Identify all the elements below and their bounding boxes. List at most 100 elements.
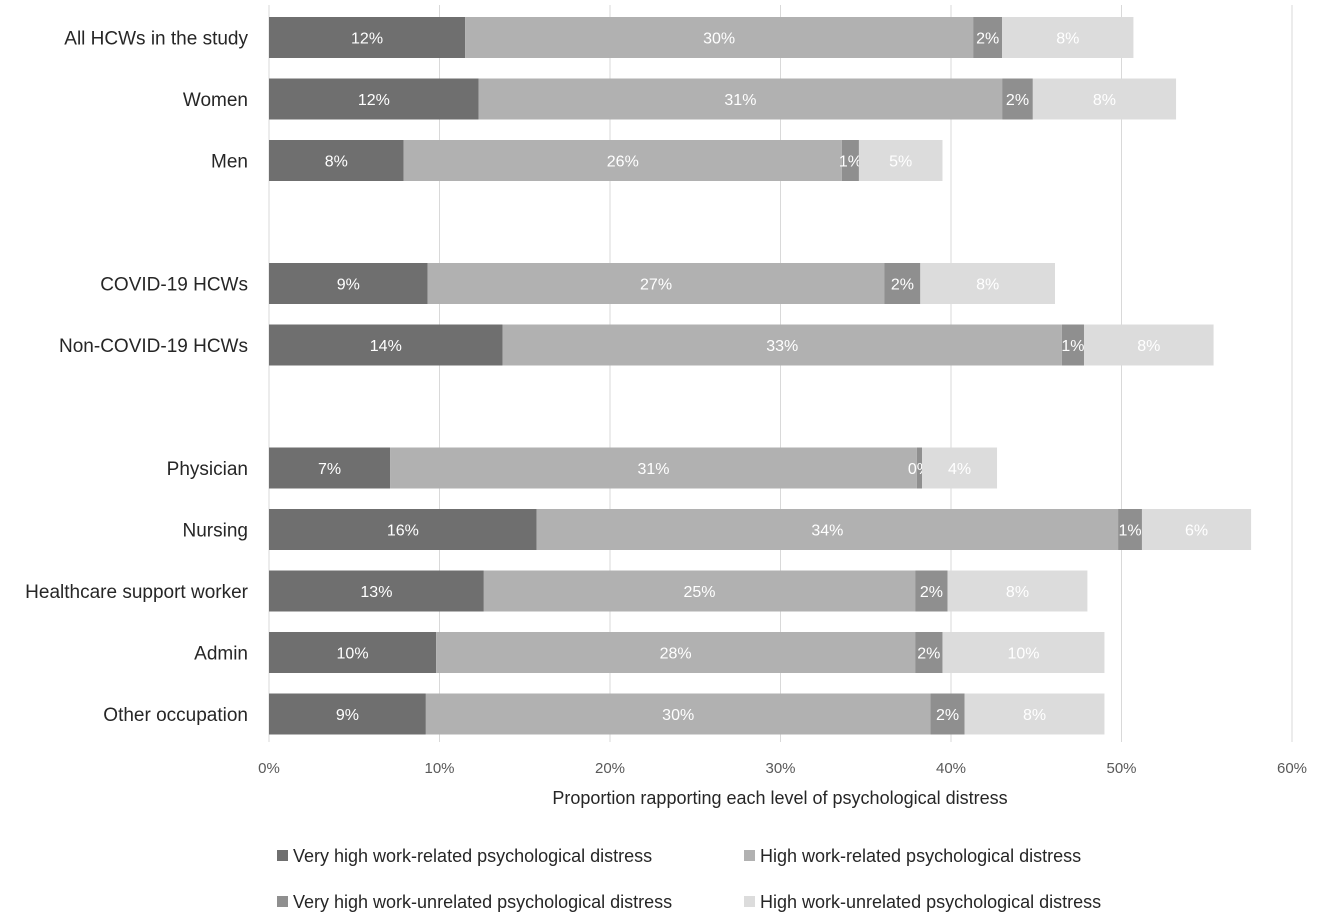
data-label: 33% bbox=[766, 338, 798, 355]
bar-segment-high-work-unrelated-psychological-distress bbox=[922, 447, 998, 489]
data-label: 8% bbox=[1056, 31, 1079, 48]
category-label: Women bbox=[183, 90, 248, 111]
bars: 12% 30% 2% 8% 12% 31% 2% 8% 8% 26% 1% 5% 9% 27% 2% 8% 14… bbox=[269, 17, 1252, 735]
bar-segment-very-high-work-related-psychological-distress bbox=[269, 17, 466, 58]
legend-swatch bbox=[744, 896, 755, 907]
data-label: 30% bbox=[703, 31, 735, 48]
legend-label: High work-unrelated psychological distre… bbox=[760, 892, 1101, 912]
bar-segment-high-work-related-psychological-distress bbox=[427, 263, 885, 304]
data-label: 9% bbox=[337, 277, 360, 294]
bar-segment-high-work-related-psychological-distress bbox=[465, 17, 974, 58]
data-label: 30% bbox=[662, 707, 694, 724]
data-label: 5% bbox=[889, 154, 912, 171]
category-label: Non-COVID-19 HCWs bbox=[59, 336, 248, 357]
data-label: 31% bbox=[637, 461, 669, 478]
bar-segment-very-high-work-unrelated-psychological-distress bbox=[1002, 78, 1033, 120]
legend-label: High work-related psychological distress bbox=[760, 846, 1081, 866]
bar-segment-high-work-unrelated-psychological-distress bbox=[947, 570, 1088, 612]
bar-segment-very-high-work-unrelated-psychological-distress bbox=[915, 632, 943, 673]
x-tick-label: 60% bbox=[1277, 760, 1307, 777]
bar-segment-high-work-unrelated-psychological-distress bbox=[942, 632, 1105, 673]
bar-segment-high-work-related-psychological-distress bbox=[436, 632, 916, 673]
data-label: 1% bbox=[1118, 523, 1141, 540]
data-label: 25% bbox=[683, 584, 715, 601]
legend: Very high work-related psychological dis… bbox=[277, 846, 1101, 912]
data-label: 28% bbox=[660, 646, 692, 663]
bar-segment-very-high-work-unrelated-psychological-distress bbox=[915, 570, 948, 612]
bar-segment-very-high-work-related-psychological-distress bbox=[269, 324, 503, 366]
data-label: 31% bbox=[724, 92, 756, 109]
bar-segment-very-high-work-unrelated-psychological-distress bbox=[973, 17, 1003, 58]
data-label: 26% bbox=[607, 154, 639, 171]
x-tick-labels: 0% 10% 20% 30% 40% 50% 60% bbox=[258, 760, 1307, 777]
data-label: 12% bbox=[358, 92, 390, 109]
bar-segment-very-high-work-unrelated-psychological-distress bbox=[1118, 509, 1142, 550]
bar-segment-high-work-related-psychological-distress bbox=[536, 509, 1119, 550]
bar-segment-high-work-related-psychological-distress bbox=[483, 570, 916, 612]
bar-segment-very-high-work-unrelated-psychological-distress bbox=[884, 263, 921, 304]
category-label: Physician bbox=[167, 459, 248, 480]
bar-segment-very-high-work-related-psychological-distress bbox=[269, 632, 437, 673]
bar-segment-high-work-unrelated-psychological-distress bbox=[1032, 78, 1177, 120]
bar-segment-high-work-unrelated-psychological-distress bbox=[920, 263, 1056, 304]
bar-segment-very-high-work-unrelated-psychological-distress bbox=[1061, 324, 1084, 366]
data-label: 8% bbox=[1023, 707, 1046, 724]
category-labels: All HCWs in the study Women Men COVID-19 HC… bbox=[25, 29, 248, 727]
data-label: 16% bbox=[387, 523, 419, 540]
data-label: 8% bbox=[1093, 92, 1116, 109]
x-tick-label: 30% bbox=[765, 760, 795, 777]
category-label: All HCWs in the study bbox=[64, 29, 248, 50]
data-label: 34% bbox=[811, 523, 843, 540]
category-label: COVID-19 HCWs bbox=[100, 275, 248, 296]
data-label: 1% bbox=[839, 154, 862, 171]
bar-segment-high-work-unrelated-psychological-distress bbox=[964, 693, 1105, 735]
x-tick-label: 50% bbox=[1106, 760, 1136, 777]
legend-label: Very high work-related psychological dis… bbox=[293, 846, 652, 866]
bar-segment-high-work-unrelated-psychological-distress bbox=[1002, 17, 1134, 58]
category-label: Nursing bbox=[183, 521, 248, 542]
data-label: 14% bbox=[370, 338, 402, 355]
data-label: 7% bbox=[318, 461, 341, 478]
data-label: 2% bbox=[920, 584, 943, 601]
bar-segment-high-work-unrelated-psychological-distress bbox=[1083, 324, 1214, 366]
bar-segment-very-high-work-related-psychological-distress bbox=[269, 78, 479, 120]
bar-segment-very-high-work-related-psychological-distress bbox=[269, 263, 428, 304]
category-label: Healthcare support worker bbox=[25, 582, 248, 603]
data-label: 8% bbox=[976, 277, 999, 294]
x-tick-label: 10% bbox=[424, 760, 454, 777]
data-label: 2% bbox=[917, 646, 940, 663]
bar-segment-very-high-work-related-psychological-distress bbox=[269, 140, 404, 181]
bar-segment-very-high-work-related-psychological-distress bbox=[269, 447, 391, 489]
category-label: Admin bbox=[194, 644, 248, 665]
data-label: 8% bbox=[1006, 584, 1029, 601]
data-label: 9% bbox=[336, 707, 359, 724]
data-label: 2% bbox=[936, 707, 959, 724]
data-label: 10% bbox=[1007, 646, 1039, 663]
data-label: 8% bbox=[325, 154, 348, 171]
bar-segment-very-high-work-unrelated-psychological-distress bbox=[841, 140, 859, 181]
data-label: 2% bbox=[1006, 92, 1029, 109]
data-label: 2% bbox=[891, 277, 914, 294]
data-label: 13% bbox=[360, 584, 392, 601]
bar-segment-very-high-work-related-psychological-distress bbox=[269, 570, 484, 612]
data-label: 12% bbox=[351, 31, 383, 48]
bar-segment-high-work-unrelated-psychological-distress bbox=[858, 140, 943, 181]
data-label: 10% bbox=[337, 646, 369, 663]
bar-segment-high-work-related-psychological-distress bbox=[390, 447, 917, 489]
x-tick-label: 40% bbox=[936, 760, 966, 777]
x-tick-label: 20% bbox=[595, 760, 625, 777]
bar-segment-very-high-work-related-psychological-distress bbox=[269, 693, 426, 735]
x-tick-label: 0% bbox=[258, 760, 280, 777]
data-label: 4% bbox=[948, 461, 971, 478]
bar-segment-very-high-work-unrelated-psychological-distress bbox=[916, 447, 923, 489]
bar-segment-high-work-related-psychological-distress bbox=[425, 693, 931, 735]
data-label: 27% bbox=[640, 277, 672, 294]
legend-swatch bbox=[277, 896, 288, 907]
bar-segment-high-work-related-psychological-distress bbox=[478, 78, 1003, 120]
legend-swatch bbox=[277, 850, 288, 861]
data-label: 2% bbox=[976, 31, 999, 48]
data-label: 1% bbox=[1061, 338, 1084, 355]
category-label: Other occupation bbox=[103, 705, 248, 726]
